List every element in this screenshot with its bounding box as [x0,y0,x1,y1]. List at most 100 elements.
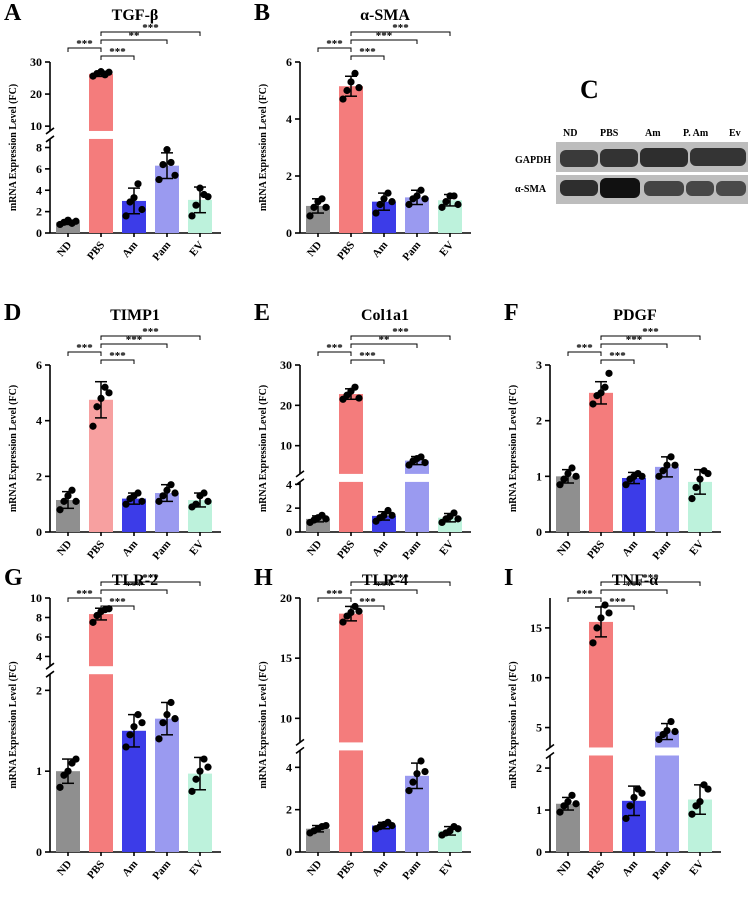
y-tick-label: 2 [36,683,42,697]
data-point [159,492,167,500]
significance-bracket [350,343,418,348]
data-point [192,775,200,783]
data-point [138,719,146,727]
y-tick-label: 10 [30,591,42,605]
data-point [454,200,462,209]
data-point [692,483,700,492]
data-point [442,198,450,206]
y-tick-label: 2 [536,414,542,428]
y-tick-label: 6 [36,162,42,176]
y-tick-label: 0 [536,845,542,859]
chart-title: TNF-α [612,572,658,589]
data-point [322,515,330,523]
y-axis-label: mRNA Expression Level (FC) [258,84,269,211]
y-tick-label: 8 [36,141,42,155]
data-point [421,459,429,467]
data-point [572,800,580,808]
data-point [343,86,351,95]
y-tick-label: 2 [286,803,292,817]
data-point [667,453,675,461]
blot-band [690,148,746,166]
data-point [454,825,462,833]
data-point [388,511,396,519]
panel-letter: G [4,565,23,591]
bar [339,394,363,532]
bar [339,613,363,852]
blot-band [686,181,714,196]
y-tick-label: 2 [36,205,42,219]
western-blot: C ND PBS Am P. Am Ev GAPDH α-SMA [515,75,748,204]
significance-label: *** [576,588,593,600]
significance-label: *** [642,326,659,338]
significance-label: ** [379,334,391,346]
lane-label: Ev [729,128,741,139]
data-point [388,198,396,206]
y-tick-label: 0 [286,525,292,539]
y-axis-label: mRNA Expression Level (FC) [8,661,19,788]
data-point [388,821,396,830]
data-point [126,731,134,739]
significance-label: *** [376,580,393,592]
significance-label: *** [326,588,343,600]
significance-label: *** [109,46,126,58]
significance-label: *** [609,596,626,608]
data-point [417,453,425,461]
bar [56,222,80,233]
y-tick-label: 4 [36,183,42,197]
data-point [196,767,204,775]
y-tick-label: 8 [36,610,42,624]
significance-bracket [67,351,102,356]
y-tick-label: 4 [286,760,292,774]
significance-label: *** [626,334,643,346]
data-point [638,472,646,480]
y-tick-label: 30 [280,358,292,372]
data-point [159,161,167,169]
data-point [60,497,68,505]
data-point [601,383,609,391]
data-point [572,472,580,480]
data-point [322,821,330,830]
data-point [671,461,679,469]
data-point [589,400,597,408]
significance-bracket [100,589,168,594]
bar-break-gap [88,666,114,675]
data-point [605,369,613,377]
data-point [155,735,163,743]
significance-bracket [600,359,635,364]
row-label: GAPDH [515,155,551,166]
y-axis-label: mRNA Expression Level (FC) [508,385,519,512]
y-tick-label: 4 [286,112,292,126]
y-tick-label: 6 [36,630,42,644]
significance-label: *** [392,22,409,34]
significance-label: *** [142,22,159,34]
panel-letter: E [254,300,270,326]
data-point [696,798,704,806]
axis-break [45,662,55,670]
significance-bracket [100,605,135,610]
chart-panel: A TGF-β mRNA Expression Level (FC) 0 2 4 6 8 10 2… [4,0,221,263]
data-point [204,193,212,201]
y-axis-label: mRNA Expression Level (FC) [8,385,19,512]
data-point [421,767,429,776]
significance-bracket [350,335,451,340]
data-point [704,469,712,478]
data-point [564,798,572,806]
data-point [130,723,138,731]
data-point [204,763,212,771]
y-tick-label: 10 [30,119,42,133]
data-point [310,203,318,211]
data-point [163,146,171,154]
significance-bracket [350,39,418,44]
data-point [450,192,458,200]
data-point [438,203,446,211]
data-point [421,195,429,203]
lane-label: P. Am [683,128,709,139]
data-point [105,389,113,397]
data-point [347,608,355,617]
data-point [593,624,601,632]
significance-bracket [317,47,352,52]
significance-bracket [600,335,701,340]
chart-title: TIMP1 [110,307,160,324]
bar [89,614,113,852]
